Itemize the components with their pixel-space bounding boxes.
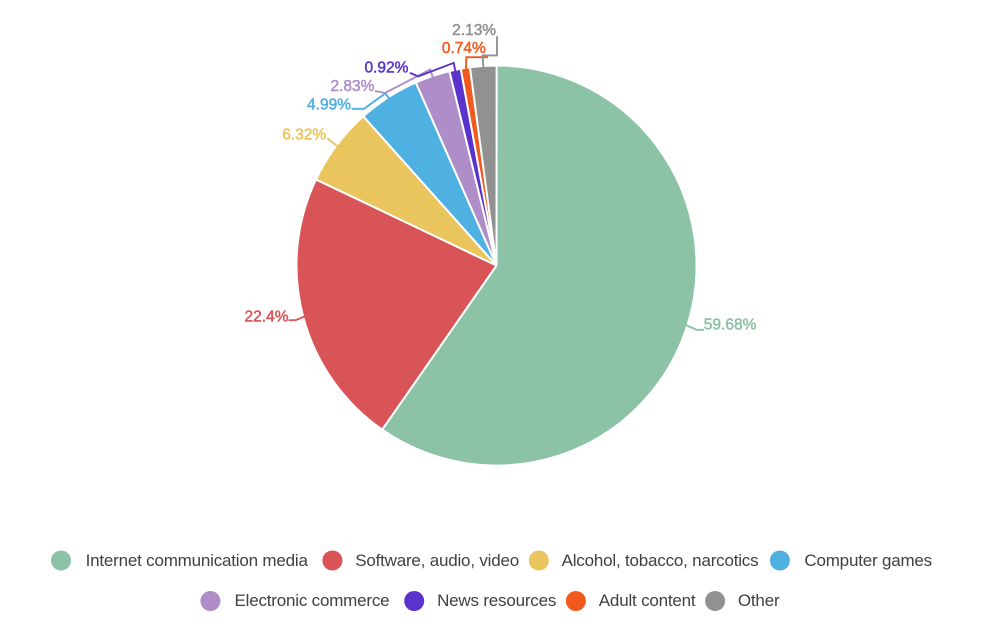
svg-text:Other: Other <box>738 591 780 610</box>
svg-text:Adult content: Adult content <box>599 591 696 610</box>
svg-text:Alcohol, tobacco, narcotics: Alcohol, tobacco, narcotics <box>562 551 759 570</box>
svg-text:6.32%: 6.32% <box>282 127 326 144</box>
svg-text:4.99%: 4.99% <box>307 97 351 114</box>
svg-text:Software, audio, video: Software, audio, video <box>355 551 519 570</box>
svg-text:2.83%: 2.83% <box>330 78 374 95</box>
svg-text:News resources: News resources <box>437 591 556 610</box>
svg-text:22.4%: 22.4% <box>245 308 289 325</box>
svg-text:0.92%: 0.92% <box>364 59 408 76</box>
svg-text:0.74%: 0.74% <box>442 40 486 57</box>
svg-text:59.68%: 59.68% <box>704 316 757 333</box>
svg-text:Electronic commerce: Electronic commerce <box>235 591 390 610</box>
svg-text:2.13%: 2.13% <box>452 22 496 39</box>
svg-text:Computer games: Computer games <box>804 551 932 570</box>
svg-text:Internet communication media: Internet communication media <box>86 551 309 570</box>
